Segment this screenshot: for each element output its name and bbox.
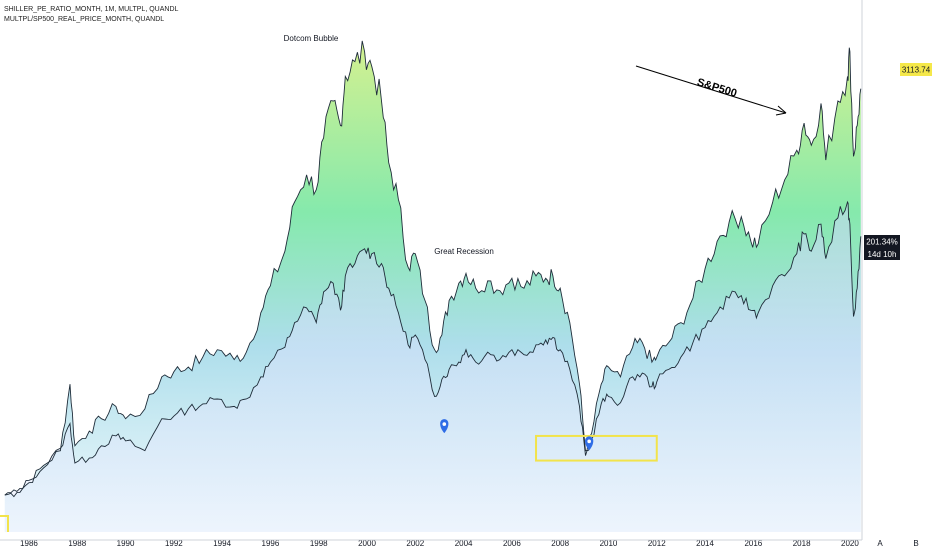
x-tick-label: 2006 xyxy=(503,539,521,548)
x-tick-label: 2010 xyxy=(600,539,618,548)
x-tick-label: 1996 xyxy=(262,539,280,548)
x-tick-label: 2012 xyxy=(648,539,666,548)
x-tick-label: 2020 xyxy=(841,539,859,548)
price-badge[interactable] xyxy=(900,63,932,76)
x-tick-label: 1988 xyxy=(68,539,86,548)
x-tick-label: 1992 xyxy=(165,539,183,548)
shiller-pe-area xyxy=(4,202,861,532)
x-tick-label: 1994 xyxy=(213,539,231,548)
x-tick-label: 2000 xyxy=(358,539,376,548)
x-tick-label: 2014 xyxy=(696,539,714,548)
price-badge-label: 3113.74 xyxy=(902,66,931,75)
highlight-box xyxy=(535,434,658,462)
legend-series-2[interactable]: MULTPL/SP500_REAL_PRICE_MONTH, QUANDL xyxy=(4,16,165,23)
legend-series-1[interactable]: SHILLER_PE_RATIO_MONTH, 1M, MULTPL, QUAN… xyxy=(4,6,179,13)
x-tick-label: 1998 xyxy=(310,539,328,548)
x-axis: 1986 1988 1990 1992 1994 1996 1998 2000 2002 2004… xyxy=(20,539,859,548)
annotation-recession: Great Recession xyxy=(434,247,494,256)
arrow-line xyxy=(635,65,787,114)
x-tick-label: 2004 xyxy=(455,539,473,548)
x-tick-label: 1990 xyxy=(117,539,135,548)
x-tick-label: 2008 xyxy=(551,539,569,548)
countdown-badge[interactable] xyxy=(864,248,900,260)
arrow-head-icon xyxy=(775,105,787,116)
location-pin-icon[interactable] xyxy=(585,436,594,451)
pin-shape xyxy=(440,419,449,434)
pin-shape xyxy=(585,436,594,451)
location-pin-icon[interactable] xyxy=(440,419,449,434)
pct-badge[interactable] xyxy=(864,235,900,248)
x-tick-label: 2018 xyxy=(793,539,811,548)
sp500-line[interactable] xyxy=(4,40,862,498)
pin-dot xyxy=(442,422,447,426)
shiller-pe-line[interactable] xyxy=(4,200,862,496)
highlight-box-corner xyxy=(0,515,9,532)
auto-scale-button[interactable]: A xyxy=(877,539,883,548)
x-tick-label: 2016 xyxy=(744,539,762,548)
x-tick-label: 2002 xyxy=(406,539,424,548)
annotation-dotcom: Dotcom Bubble xyxy=(284,34,339,43)
pct-badge-label: 201.34% xyxy=(866,238,898,247)
x-tick-label: 1986 xyxy=(20,539,38,548)
log-scale-button[interactable]: B xyxy=(913,539,918,548)
countdown-badge-label: 14d 10h xyxy=(868,250,897,259)
axis-panel xyxy=(863,0,932,550)
pin-dot xyxy=(587,439,591,444)
